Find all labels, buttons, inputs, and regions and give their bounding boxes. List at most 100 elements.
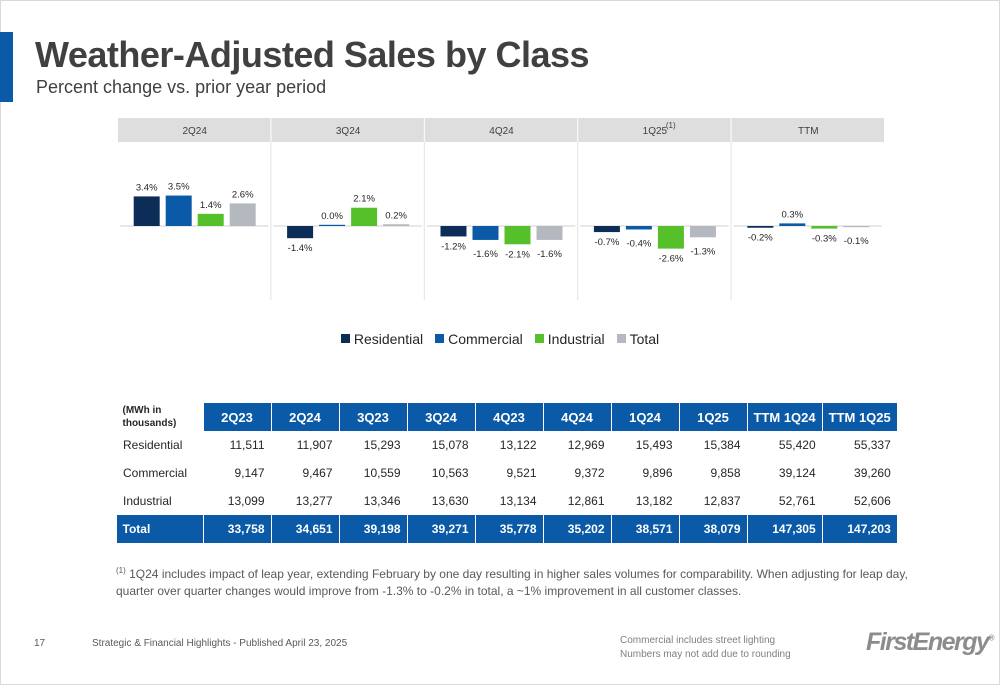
table-cell: 35,202 (542, 515, 611, 543)
panel-header-ttm (731, 118, 884, 142)
legend-swatch (616, 334, 626, 343)
data-label: 0.0% (321, 211, 343, 222)
table-cell: 15,384 (703, 438, 741, 452)
data-label: -0.4% (626, 238, 651, 249)
data-label: -2.1% (505, 249, 530, 260)
table-cell: 55,337 (854, 438, 891, 452)
data-label: -1.2% (441, 241, 466, 252)
data-label: 2.1% (353, 194, 375, 205)
data-label: -2.6% (658, 254, 683, 265)
data-label: -0.1% (844, 236, 869, 247)
bar-commercial (319, 224, 346, 226)
table-cell: 9,896 (642, 466, 673, 480)
bar-total (689, 226, 716, 238)
bar-total (843, 226, 870, 228)
table-cell: 9,372 (574, 466, 605, 480)
bar-commercial (779, 223, 806, 226)
table-cell: 13,134 (499, 494, 537, 508)
table-cell: 12,861 (567, 494, 605, 508)
data-label: -0.3% (812, 234, 837, 245)
legend-label: Commercial (448, 331, 523, 347)
data-label: -0.2% (748, 233, 773, 244)
table-cell: 34,651 (270, 515, 339, 543)
column-header: TTM 1Q25 (821, 403, 897, 431)
bar-residential (593, 226, 620, 233)
table-cell: 52,761 (778, 494, 816, 508)
category-label: TTM (798, 126, 819, 137)
table-cell: 10,563 (431, 466, 469, 480)
table-cell: 13,277 (295, 494, 333, 508)
bar-industrial (351, 207, 378, 226)
legend-swatch (435, 334, 445, 343)
row-label: Commercial (123, 466, 188, 480)
accent-bar (0, 32, 13, 102)
table-cell: 38,571 (610, 515, 679, 543)
legend-item-commercial: Commercial (435, 331, 523, 347)
table-cell: 35,778 (474, 515, 543, 543)
category-label: 4Q24 (489, 126, 514, 137)
firstenergy-logo: FirstEnergy® (866, 628, 994, 656)
data-label: 1.4% (200, 200, 222, 211)
table-cell: 13,182 (635, 494, 673, 508)
page-subtitle: Percent change vs. prior year period (36, 77, 327, 97)
panel-header-4q24 (424, 118, 578, 142)
data-label: -1.3% (690, 246, 715, 257)
footnote-marker: (1) (116, 566, 126, 575)
column-header: 2Q24 (270, 403, 339, 431)
table-row: Total 33,758 34,651 39,198 39,271 35,778 35,20… (116, 515, 897, 543)
column-header: 3Q24 (406, 403, 475, 431)
table-header-row: (MWh in thousands) 2Q23 2Q24 3Q23 3Q24 4Q23 4… (116, 403, 897, 431)
table-row: Commercial 9,147 9,467 10,559 10,563 9,521 9,3… (117, 459, 897, 487)
legend-label: Industrial (547, 331, 605, 347)
footer-note-rounding: Numbers may not add due to rounding (620, 649, 791, 660)
table-cell: 9,521 (506, 466, 537, 480)
table-cell: 9,467 (302, 466, 333, 480)
page-title: Weather-Adjusted Sales by Class (35, 34, 590, 75)
legend-swatch (340, 334, 350, 343)
table-cell: 39,198 (338, 515, 407, 543)
bar-residential (133, 196, 160, 226)
legend-item-industrial: Industrial (534, 331, 605, 347)
bar-industrial (197, 213, 224, 226)
table-cell: 38,079 (678, 515, 747, 543)
table-cell: 13,099 (227, 494, 265, 508)
footer-text: Strategic & Financial Highlights - Publi… (92, 638, 348, 649)
footer-note-commercial: Commercial includes street lighting (620, 635, 776, 646)
column-header: 1Q24 (610, 403, 679, 431)
table-cell: 11,511 (229, 438, 265, 452)
bar-commercial (472, 226, 499, 240)
bar-total (229, 203, 256, 226)
panel-header-3q24 (271, 118, 424, 142)
category-note: (1) (666, 121, 676, 130)
data-label: 0.2% (385, 210, 407, 221)
sales-volume-table: (MWh in thousands) 2Q23 2Q24 3Q23 3Q24 4Q23 4… (116, 403, 897, 543)
legend-item-total: Total (616, 331, 660, 347)
table-cell: 55,420 (778, 438, 816, 452)
table-unit-label: (MWh in thousands) (116, 403, 203, 431)
table-cell: 13,346 (363, 494, 401, 508)
bar-industrial (504, 226, 531, 245)
data-label: 3.4% (136, 182, 158, 193)
table-cell: 39,260 (854, 466, 891, 480)
page-number: 17 (34, 638, 46, 649)
sales-change-chart: 2Q24 3.4% 3.5% 1.4% 2.6% 3Q24 -1.4% 0.0% 2.1% 0.2… (118, 118, 884, 300)
column-header: 4Q24 (542, 403, 611, 431)
table-cell: 15,493 (635, 438, 673, 452)
column-header: 2Q23 (202, 403, 271, 431)
table-cell: 9,858 (710, 466, 741, 480)
footnote: (1) 1Q24 includes impact of leap year, e… (116, 562, 936, 600)
table-cell: 11,907 (296, 438, 333, 452)
footnote-text: 1Q24 includes impact of leap year, exten… (116, 567, 908, 598)
table-cell: 52,606 (854, 494, 891, 508)
table-cell: 12,969 (567, 438, 605, 452)
panel-header-1q25 (578, 118, 731, 142)
row-label: Industrial (123, 494, 172, 508)
bar-commercial (625, 226, 652, 230)
legend-label: Total (629, 331, 660, 347)
table-row: Industrial 13,099 13,277 13,346 13,630 13,134… (117, 487, 897, 515)
table-cell: 13,630 (431, 494, 469, 508)
bar-residential (747, 226, 774, 228)
row-label: Residential (123, 438, 183, 452)
legend-swatch (534, 334, 544, 343)
column-header: 1Q25 (678, 403, 747, 431)
